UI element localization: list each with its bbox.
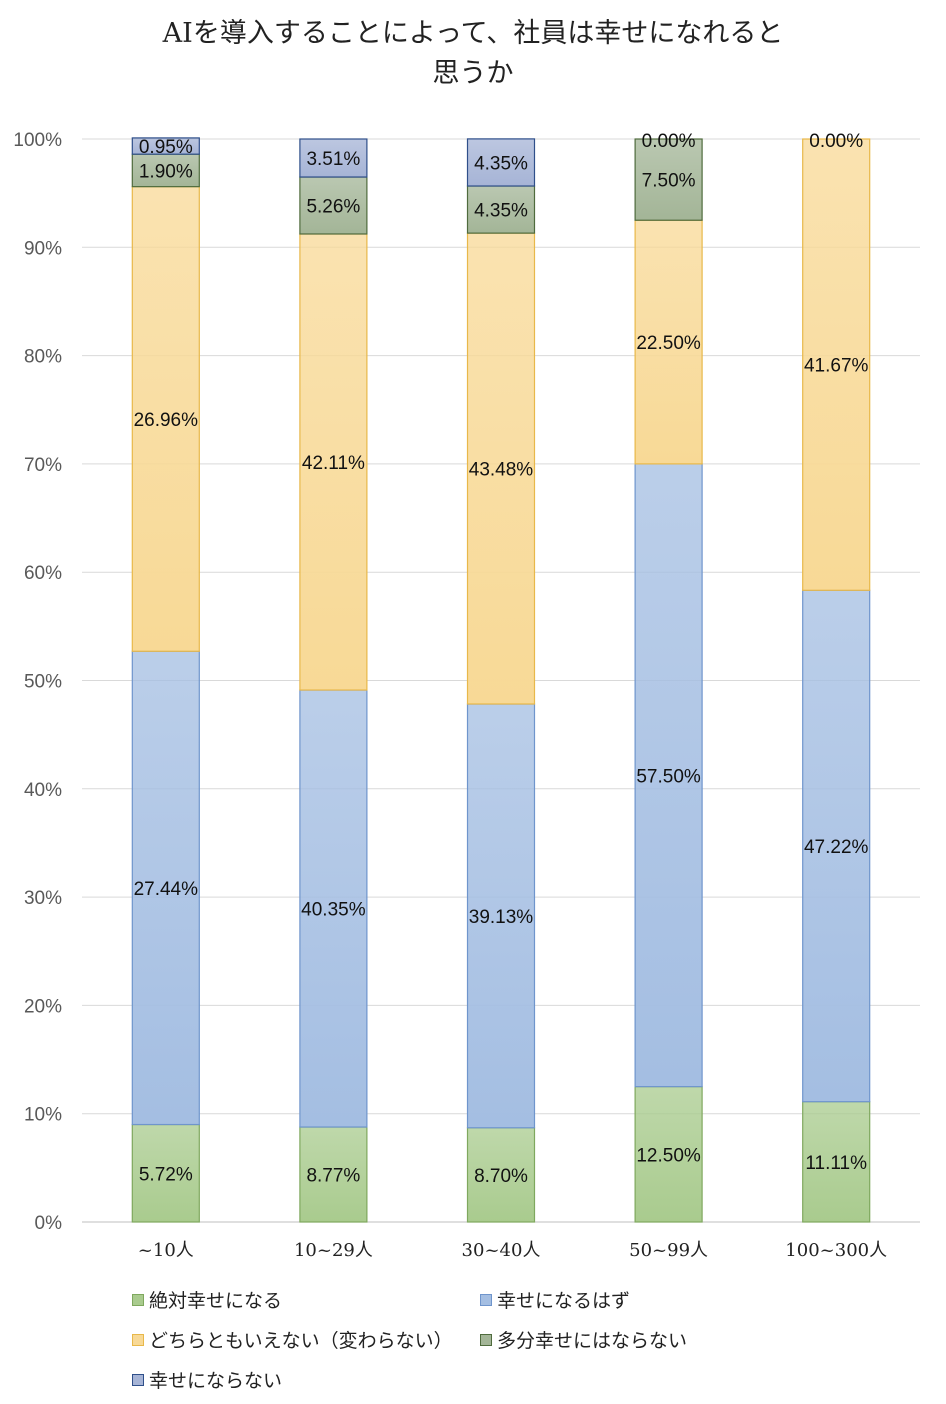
data-label: 3.51%	[306, 149, 360, 170]
legend-item: 多分幸せにはならない	[480, 1326, 687, 1353]
bar-segment	[131, 137, 200, 155]
x-tick-label: 100~300人	[785, 1240, 887, 1261]
bar-segment	[466, 138, 536, 187]
data-label: 27.44%	[134, 879, 199, 900]
data-label: 42.11%	[302, 453, 365, 474]
chart-title: AIを導入することによって、社員は幸せになれると 思うか	[0, 14, 946, 94]
data-label: 40.35%	[301, 900, 366, 921]
data-label: 0.95%	[139, 137, 193, 158]
legend-item: 絶対幸せになる	[132, 1286, 282, 1313]
data-label: 4.35%	[474, 153, 528, 174]
chart-title-line-2: 思うか	[432, 58, 514, 89]
bar-segment	[131, 186, 200, 652]
bar-segment	[466, 1127, 536, 1223]
data-label: 12.50%	[636, 1145, 701, 1166]
bar-segment	[299, 138, 368, 178]
data-label: 8.70%	[474, 1166, 528, 1187]
x-tick-label: 10~29人	[294, 1240, 373, 1261]
bar-segment	[634, 1086, 703, 1223]
y-tick-label: 50%	[24, 672, 62, 693]
bar-segment	[802, 138, 871, 591]
bar-segment	[802, 1101, 871, 1223]
bar-segment	[131, 153, 200, 188]
data-label: 1.90%	[139, 161, 193, 182]
bar-segment	[634, 463, 703, 1088]
x-tick-label: 30~40人	[462, 1240, 541, 1261]
y-tick-label: 70%	[24, 455, 62, 476]
bar-segment	[634, 219, 703, 465]
bar-segment	[299, 689, 368, 1128]
bar-segment	[634, 138, 703, 221]
legend-item: 幸せになるはず	[480, 1286, 630, 1313]
data-label: 7.50%	[642, 171, 696, 192]
y-tick-label: 40%	[24, 780, 62, 801]
data-label: 26.96%	[134, 410, 199, 431]
data-label: 5.72%	[139, 1164, 193, 1185]
y-tick-label: 80%	[24, 347, 62, 368]
bar-segment	[131, 650, 200, 1126]
bar-segment	[802, 589, 871, 1103]
bar-segment	[466, 232, 536, 705]
data-label: 8.77%	[306, 1166, 360, 1187]
data-label: 57.50%	[636, 766, 701, 787]
legend-swatch	[132, 1333, 144, 1346]
x-tick-label: ~10人	[138, 1240, 194, 1261]
legend-label: 幸せになるはず	[497, 1290, 631, 1312]
data-label: 47.22%	[804, 837, 869, 858]
legend-swatch	[480, 1333, 492, 1346]
stacked-bar-chart: 0% 10% 20% 30% 40% 50% 60% 70% 80% 90% 100% 5.72% 27…	[13, 130, 920, 1261]
y-tick-label: 90%	[24, 238, 62, 259]
data-label: 43.48%	[469, 460, 534, 481]
y-tick-label: 100%	[13, 130, 62, 151]
data-label: 22.50%	[636, 333, 701, 354]
y-tick-label: 30%	[24, 888, 62, 909]
data-label: 0.00%	[642, 131, 696, 152]
data-label: 39.13%	[469, 907, 534, 928]
bar-segment	[299, 176, 368, 235]
data-label: 5.26%	[306, 196, 360, 217]
bar-segment	[466, 185, 536, 234]
data-label: 4.35%	[474, 201, 528, 222]
x-tick-label: 50~99人	[629, 1240, 708, 1261]
legend-item: どちらともいえない（変わらない）	[132, 1326, 453, 1353]
y-tick-label: 0%	[35, 1213, 63, 1234]
legend-swatch	[132, 1293, 144, 1306]
bar-segment	[299, 233, 368, 691]
legend-label: どちらともいえない（変わらない）	[149, 1330, 453, 1352]
legend-label: 幸せにならない	[149, 1370, 283, 1392]
data-label: 41.67%	[804, 356, 869, 377]
chart-title-line-1: AIを導入することによって、社員は幸せになれると	[162, 18, 784, 49]
data-label: 11.11%	[805, 1153, 867, 1174]
legend-label: 多分幸せにはならない	[497, 1330, 688, 1352]
legend-swatch	[132, 1373, 144, 1386]
legend-swatch	[480, 1293, 492, 1306]
bar-segment	[466, 703, 536, 1129]
data-label: 0.00%	[809, 131, 863, 152]
y-tick-label: 10%	[24, 1105, 62, 1126]
bar-segment	[299, 1126, 368, 1223]
bar-segment	[131, 1123, 200, 1223]
y-tick-label: 60%	[24, 563, 62, 584]
y-tick-label: 20%	[24, 996, 62, 1017]
legend-label: 絶対幸せになる	[149, 1290, 283, 1312]
legend-item: 幸せにならない	[132, 1366, 282, 1393]
